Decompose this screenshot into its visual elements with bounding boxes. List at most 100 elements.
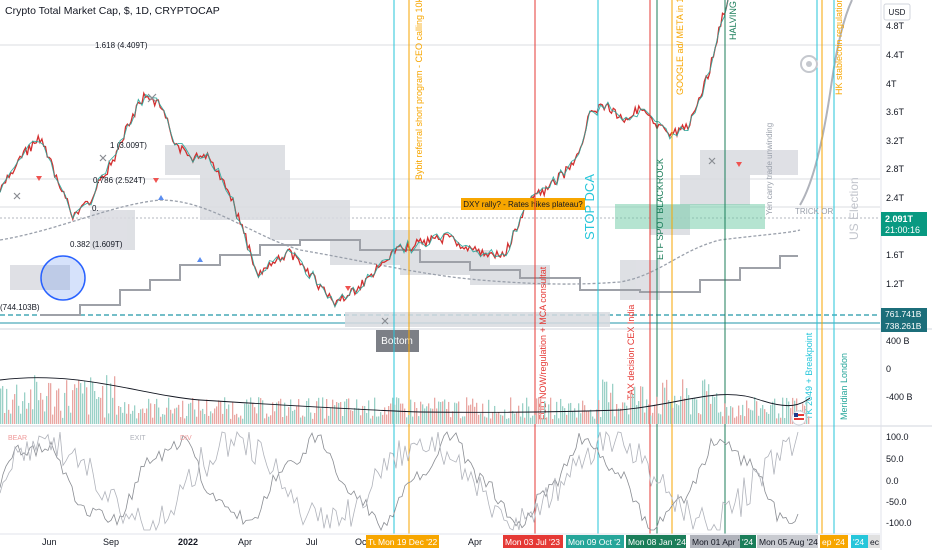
volume-bar [630, 392, 632, 424]
volume-bar [462, 416, 464, 424]
volume-bar [102, 385, 104, 424]
bear-label: BEAR [8, 435, 27, 442]
volume-bar [654, 404, 656, 424]
event-lines [393, 0, 835, 535]
volume-bar [640, 386, 642, 424]
volume-bar [744, 416, 746, 424]
volume-bar [466, 397, 468, 424]
volume-bar [152, 417, 154, 424]
volume-bar [16, 384, 18, 424]
volume-bar [474, 406, 476, 424]
date-tag [868, 535, 880, 548]
volume-bar [206, 399, 208, 424]
volume-bar [448, 401, 450, 424]
volume-bar [126, 413, 128, 424]
volume-bar [34, 375, 36, 424]
volume-bar [114, 376, 116, 424]
volume-bar [118, 405, 120, 424]
volume-bar [258, 397, 260, 424]
volume-bar [494, 405, 496, 424]
time-axis[interactable]: Jun Sep 2022 Apr Jul Oc Apr [42, 537, 482, 547]
date-tag-label: Mon 01 Apr '24 [692, 537, 749, 547]
volume-bar [634, 386, 636, 424]
volume-bar [662, 382, 664, 424]
volume-bar [606, 381, 608, 424]
price-axis[interactable]: 4.8T 4.4T 4T 3.6T 3.2T 2.8T 2.4T 1.6T 1.… [886, 21, 905, 289]
volume-bar [454, 402, 456, 424]
volume-bar [420, 401, 422, 424]
volume-bar [676, 403, 678, 424]
volume-bar [172, 413, 174, 424]
clock-icon[interactable] [800, 55, 818, 73]
volume-bar [226, 408, 228, 424]
volume-bar [112, 397, 114, 424]
bottom-label: Bottom [381, 336, 413, 347]
volume-bar [220, 401, 222, 424]
volume-bar [212, 413, 214, 424]
time-tick: Sep [103, 537, 119, 547]
volume-bar [772, 401, 774, 424]
oscillator-line [0, 431, 799, 532]
price-tick: 4T [886, 79, 897, 89]
price-line-alt [0, 0, 729, 308]
volume-bar [94, 390, 96, 424]
volume-bar [500, 414, 502, 424]
last-price-value: 2.091T [885, 214, 914, 224]
volume-bar [642, 386, 644, 424]
volume-bar [650, 415, 652, 424]
exit-label: EXIT [130, 435, 146, 442]
volume-bar [788, 401, 790, 424]
div-label: DIV [180, 435, 192, 442]
date-tag [757, 535, 818, 548]
date-tag-label: Mon 08 Jan '24 [628, 537, 686, 547]
volume-bar [444, 399, 446, 424]
volume-bar [216, 406, 218, 424]
price-tick: 3.6T [886, 107, 905, 117]
volume-bar [672, 407, 674, 424]
volume-bar [808, 416, 810, 424]
volume-bar [678, 405, 680, 424]
volume-bar [228, 404, 230, 424]
volume-bar [522, 403, 524, 424]
volume-bar [110, 383, 112, 424]
volume-bar [594, 418, 596, 424]
volume-bar [140, 409, 142, 424]
volume-bar [428, 403, 430, 424]
volume-bar [144, 412, 146, 424]
volume-bar [460, 418, 462, 424]
volume-bar [266, 413, 268, 424]
level-tag-value: 738.261B [885, 321, 922, 331]
volume-bar [50, 383, 52, 424]
hk-annotation: HK stablecoin regulation [834, 0, 844, 95]
volume-bar [314, 412, 316, 424]
volume-bar [174, 408, 176, 424]
volume-bar [438, 401, 440, 424]
volume-bar [746, 400, 748, 424]
volume-bar [208, 415, 210, 424]
volume-bar [590, 409, 592, 424]
volume-bar [336, 401, 338, 424]
volume-bar [350, 410, 352, 424]
volume-bar [130, 413, 132, 424]
volume-bar [54, 406, 56, 424]
volume-bar [790, 408, 792, 424]
volume-bar [484, 416, 486, 424]
volume-bar [756, 401, 758, 424]
volume-bar [296, 406, 298, 424]
volume-bar [408, 414, 410, 424]
volume-bar [272, 402, 274, 424]
volume-bar [180, 417, 182, 424]
volume-bar [376, 416, 378, 424]
volume-bar [154, 404, 156, 424]
date-tag-label: '24 [853, 537, 864, 547]
date-tag-label: ec [870, 537, 880, 547]
date-tag [503, 535, 563, 548]
date-tag [740, 535, 756, 548]
volume-bar [708, 384, 710, 424]
volume-bar [436, 408, 438, 424]
volume-bar [198, 399, 200, 424]
volume-bar [306, 400, 308, 424]
volume-bar [242, 418, 244, 424]
currency-selector[interactable] [883, 3, 911, 21]
volume-bar [714, 397, 716, 424]
